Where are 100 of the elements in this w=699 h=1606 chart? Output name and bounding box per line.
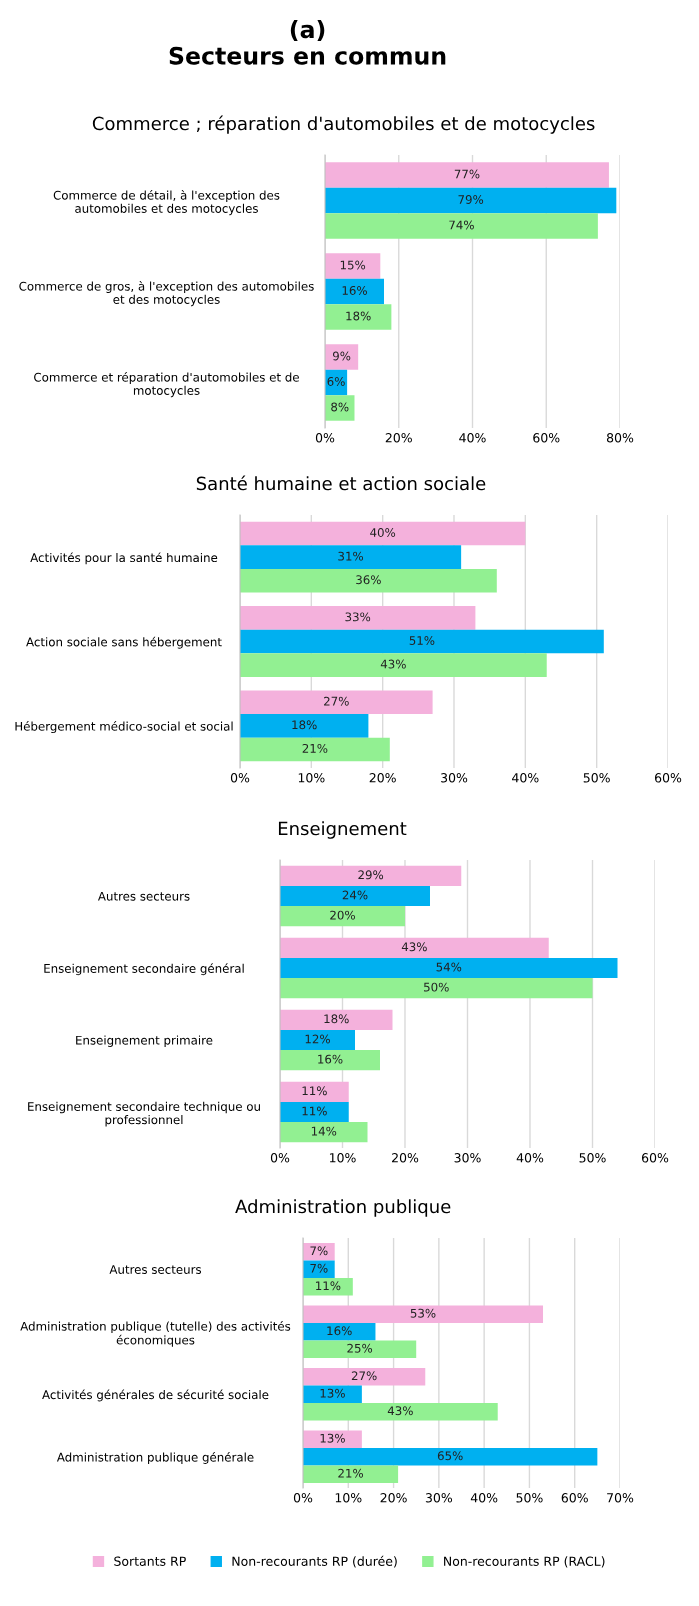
x-tick-label: 50% — [579, 1153, 606, 1163]
x-tick-label: 40% — [459, 433, 486, 443]
data-label: 40% — [370, 528, 396, 537]
x-tick-label: 10% — [335, 1493, 362, 1503]
chart-subtitle: Administration publique — [235, 1199, 451, 1217]
bar — [303, 1368, 426, 1386]
y-tick-label: Administration publique (tutelle) des activités économiques — [20, 1321, 291, 1347]
bar — [303, 1403, 498, 1421]
x-tick-label: 50% — [583, 773, 610, 783]
bar — [303, 1340, 417, 1358]
data-label: 14% — [311, 1126, 337, 1136]
bar — [280, 937, 549, 958]
y-tick-label: Hébergement médico-social et social — [15, 721, 233, 734]
bar — [303, 1305, 544, 1323]
bar — [303, 1243, 335, 1261]
data-label: 79% — [458, 195, 484, 204]
x-tick-label: 0% — [270, 1153, 290, 1163]
bar — [280, 1101, 349, 1123]
x-tick-label: 70% — [607, 1493, 634, 1503]
x-tick-label: 20% — [380, 1493, 407, 1503]
data-label: 33% — [345, 612, 371, 622]
data-label: 15% — [340, 260, 366, 270]
data-label: 7% — [310, 1263, 328, 1273]
bar — [303, 1278, 353, 1296]
y-tick-label: Activités générales de sécurité sociale — [42, 1389, 269, 1402]
x-tick-label: 20% — [385, 433, 412, 443]
bar — [325, 162, 609, 188]
bar — [280, 1009, 393, 1030]
data-label: 16% — [342, 286, 367, 295]
data-label: 11% — [302, 1086, 327, 1096]
data-label: 11% — [302, 1106, 327, 1116]
x-tick-label: 0% — [315, 433, 335, 443]
y-tick-label: Autres secteurs — [97, 891, 190, 901]
y-tick-label: Enseignement secondaire technique ou professionnel — [28, 1101, 260, 1127]
x-tick-label: 20% — [392, 1153, 419, 1163]
data-label: 16% — [327, 1326, 352, 1336]
x-tick-label: 60% — [654, 773, 682, 783]
data-label: 12% — [305, 1034, 330, 1044]
data-label: 18% — [324, 1014, 349, 1024]
bar — [280, 1050, 380, 1071]
bar — [325, 304, 392, 330]
x-tick-label: 60% — [561, 1493, 588, 1503]
bar — [280, 885, 430, 907]
y-tick-label: Commerce de gros, à l'exception des automobiles et des motocycles — [19, 281, 314, 307]
x-tick-label: 80% — [606, 433, 634, 443]
bar — [280, 1122, 368, 1143]
y-tick-label: Autres secteurs — [109, 1265, 202, 1274]
data-label: 21% — [302, 743, 328, 753]
x-tick-label: 20% — [369, 773, 396, 783]
data-label: 8% — [331, 402, 349, 412]
bar — [280, 906, 405, 927]
chart-subtitle: Enseignement — [278, 821, 407, 839]
bar — [240, 568, 497, 593]
data-label: 25% — [347, 1343, 373, 1353]
data-label: 13% — [320, 1433, 345, 1443]
y-tick-label: Administration publique générale — [56, 1452, 254, 1464]
y-tick-label: Commerce de détail, à l'exception des automobiles et des motocycles — [53, 190, 280, 216]
data-label: 50% — [424, 982, 449, 992]
data-label: 7% — [310, 1246, 328, 1256]
bar — [280, 1081, 349, 1102]
x-tick-label: 0% — [293, 1493, 313, 1503]
data-label: 53% — [410, 1308, 436, 1318]
bar — [280, 957, 618, 979]
data-label: 77% — [454, 169, 480, 179]
y-tick-label: Enseignement secondaire général — [44, 963, 244, 976]
x-tick-label: 0% — [230, 773, 250, 783]
data-label: 18% — [292, 720, 317, 730]
chart-title: (a) Secteurs en commun — [169, 20, 446, 65]
x-tick-label: 30% — [425, 1493, 453, 1503]
bar — [240, 606, 476, 630]
data-label: 21% — [338, 1468, 364, 1478]
bar — [280, 865, 462, 886]
data-label: 16% — [318, 1054, 343, 1064]
x-tick-label: 50% — [516, 1493, 543, 1503]
data-label: 54% — [436, 962, 462, 972]
data-label: 43% — [387, 1406, 413, 1416]
x-tick-label: 30% — [441, 773, 468, 783]
bar — [240, 521, 526, 546]
bar — [303, 1430, 362, 1448]
data-label: 13% — [320, 1388, 345, 1398]
data-label: 20% — [330, 910, 355, 920]
data-label: 43% — [401, 942, 427, 952]
bar — [325, 187, 617, 214]
bar — [240, 690, 433, 715]
bar — [240, 629, 604, 654]
x-tick-label: 40% — [512, 773, 539, 783]
x-tick-label: 40% — [470, 1493, 498, 1503]
x-tick-label: 60% — [533, 433, 560, 443]
data-label: 24% — [342, 890, 368, 900]
bar — [325, 344, 359, 370]
bar — [325, 278, 384, 305]
bar — [240, 714, 369, 738]
bar — [303, 1465, 399, 1483]
bar — [325, 253, 381, 279]
y-tick-label: Activités pour la santé humaine — [30, 552, 218, 565]
bar — [303, 1385, 362, 1403]
data-label: 11% — [316, 1281, 341, 1291]
x-tick-label: 30% — [454, 1153, 481, 1163]
chart-subtitle: Santé humaine et action sociale — [196, 475, 486, 491]
data-label: 43% — [380, 659, 406, 669]
